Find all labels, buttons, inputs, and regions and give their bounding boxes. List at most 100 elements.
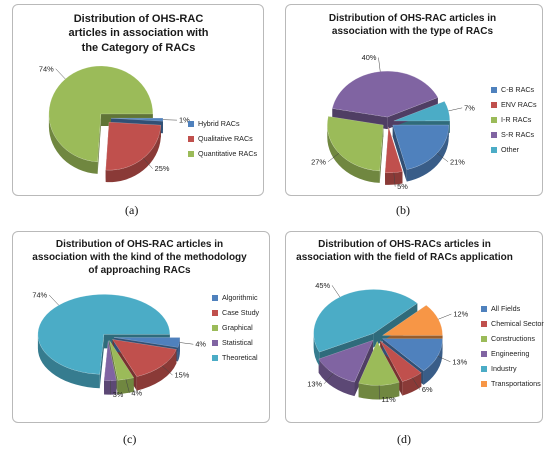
legend-entry: Chemical Sector (481, 316, 544, 331)
legend-swatch (481, 350, 487, 357)
pie-slice-side (313, 333, 320, 367)
pie-slice-side (37, 334, 100, 389)
caption-d: (d) (397, 432, 411, 446)
pie-slice-side (423, 338, 443, 385)
chart-panel-a: Distribution of OHS-RAC articles in asso… (0, 0, 275, 225)
pie-chart-a: 1% 25% 74% (39, 64, 190, 183)
data-label: 4% (131, 388, 142, 397)
legend-entry: C-B RACs (491, 82, 537, 97)
legend-label: Quantitative RACs (198, 149, 258, 158)
legend-entry: Transportations (481, 376, 544, 391)
pie-chart-d: 13% 6% 11% 13% 45% 12% (307, 281, 468, 404)
pie-slice-s-r-racs (331, 70, 439, 118)
chart-title-a: Distribution of OHS-RAC articles in asso… (68, 13, 209, 54)
caption-a: (a) (125, 203, 139, 217)
legend-d: All Fields Chemical Sector Constructions En… (481, 301, 544, 391)
leader-line (448, 107, 463, 112)
leader-line (436, 153, 449, 162)
legend-entry: Other (491, 142, 537, 157)
leader-line (331, 285, 341, 298)
legend-entry: Statistical (212, 335, 259, 350)
legend-swatch (481, 320, 487, 327)
pie-slice-side (136, 349, 177, 391)
caption-c: (c) (123, 432, 137, 446)
legend-swatch (212, 309, 218, 316)
data-label: 1% (179, 116, 190, 125)
data-label: 15% (175, 371, 190, 380)
pie-slice-other (393, 101, 451, 122)
legend-entry: Graphical (212, 320, 259, 335)
legend-swatch (491, 146, 497, 153)
legend-swatch (491, 131, 497, 138)
leader-line (438, 313, 452, 320)
legend-a: Hybrid RACs Qualitative RACs Quantitative … (188, 116, 257, 161)
legend-entry: S-R RACs (491, 127, 537, 142)
pie-slice-side (48, 113, 98, 174)
legend-entry: Industry (481, 361, 544, 376)
legend-entry: Qualitative RACs (188, 131, 257, 146)
legend-swatch (212, 294, 218, 301)
leader-line (378, 57, 381, 72)
legend-entry: Algorithmic (212, 290, 259, 305)
pie-slice-side (406, 125, 449, 182)
chart-title-b: Distribution of OHS-RAC articles in asso… (328, 13, 497, 37)
caption-b: (b) (396, 203, 410, 217)
pie-slice-quantitative-racs (48, 65, 154, 163)
legend-swatch (481, 305, 487, 312)
data-label: 3% (113, 390, 124, 399)
pie-slice-side (318, 359, 355, 397)
leader-line (327, 153, 340, 162)
pie-slice-industry (313, 289, 418, 353)
legend-swatch (491, 86, 497, 93)
leader-line (323, 373, 334, 384)
legend-entry: Constructions (481, 331, 544, 346)
pie-slice-i-r-racs (327, 116, 384, 172)
legend-label: Chemical Sector (491, 319, 544, 328)
legend-swatch (481, 335, 487, 342)
legend-swatch (491, 116, 497, 123)
legend-label: Engineering (491, 349, 530, 358)
legend-swatch (481, 365, 487, 372)
leader-line (161, 365, 173, 376)
legend-swatch (188, 120, 194, 127)
pie-slice-edge (387, 97, 438, 130)
chart-title-d: Distribution of OHS-RACs articles in ass… (296, 239, 513, 263)
legend-label: ENV RACs (501, 100, 537, 109)
data-label: 5% (397, 182, 408, 191)
legend-entry: All Fields (481, 301, 544, 316)
legend-label: C-B RACs (501, 85, 535, 94)
legend-label: Industry (491, 364, 517, 373)
data-label: 27% (311, 157, 326, 166)
data-label: 12% (453, 310, 468, 319)
pie-slice-hybrid-racs (110, 117, 164, 122)
leader-line (412, 377, 421, 390)
legend-label: Statistical (222, 338, 253, 347)
leader-line (143, 157, 153, 169)
pie-chart-b: 21% 5% 27% 40% 7% (311, 53, 475, 191)
leader-line (437, 355, 451, 363)
leader-line (125, 379, 130, 393)
legend-label: Qualitative RACs (198, 134, 253, 143)
legend-label: Theoretical (222, 353, 258, 362)
legend-label: Transportations (491, 379, 541, 388)
legend-label: S-R RACs (501, 130, 535, 139)
legend-b: C-B RACs ENV RACs I-R RACs S-R RACs Other (491, 82, 537, 157)
pie-slice-qualitative-racs (105, 121, 162, 171)
data-label: 6% (422, 385, 433, 394)
chart-panel-b: Distribution of OHS-RAC articles in asso… (275, 0, 550, 225)
pie-slice-theoretical (37, 294, 171, 375)
pie-chart-c: 4% 15% 4% 3% 74% (32, 290, 206, 399)
chart-panel-d: Distribution of OHS-RACs articles in ass… (275, 225, 550, 450)
data-label: 25% (155, 164, 170, 173)
legend-label: I-R RACs (501, 115, 532, 124)
legend-swatch (188, 150, 194, 157)
legend-label: Constructions (491, 334, 535, 343)
legend-entry: Theoretical (212, 350, 259, 365)
legend-swatch (481, 380, 487, 387)
leader-line (48, 294, 59, 306)
legend-swatch (212, 324, 218, 331)
legend-label: Algorithmic (222, 293, 258, 302)
legend-label: All Fields (491, 304, 521, 313)
legend-entry: Hybrid RACs (188, 116, 257, 131)
pie-slice-side (402, 372, 422, 396)
